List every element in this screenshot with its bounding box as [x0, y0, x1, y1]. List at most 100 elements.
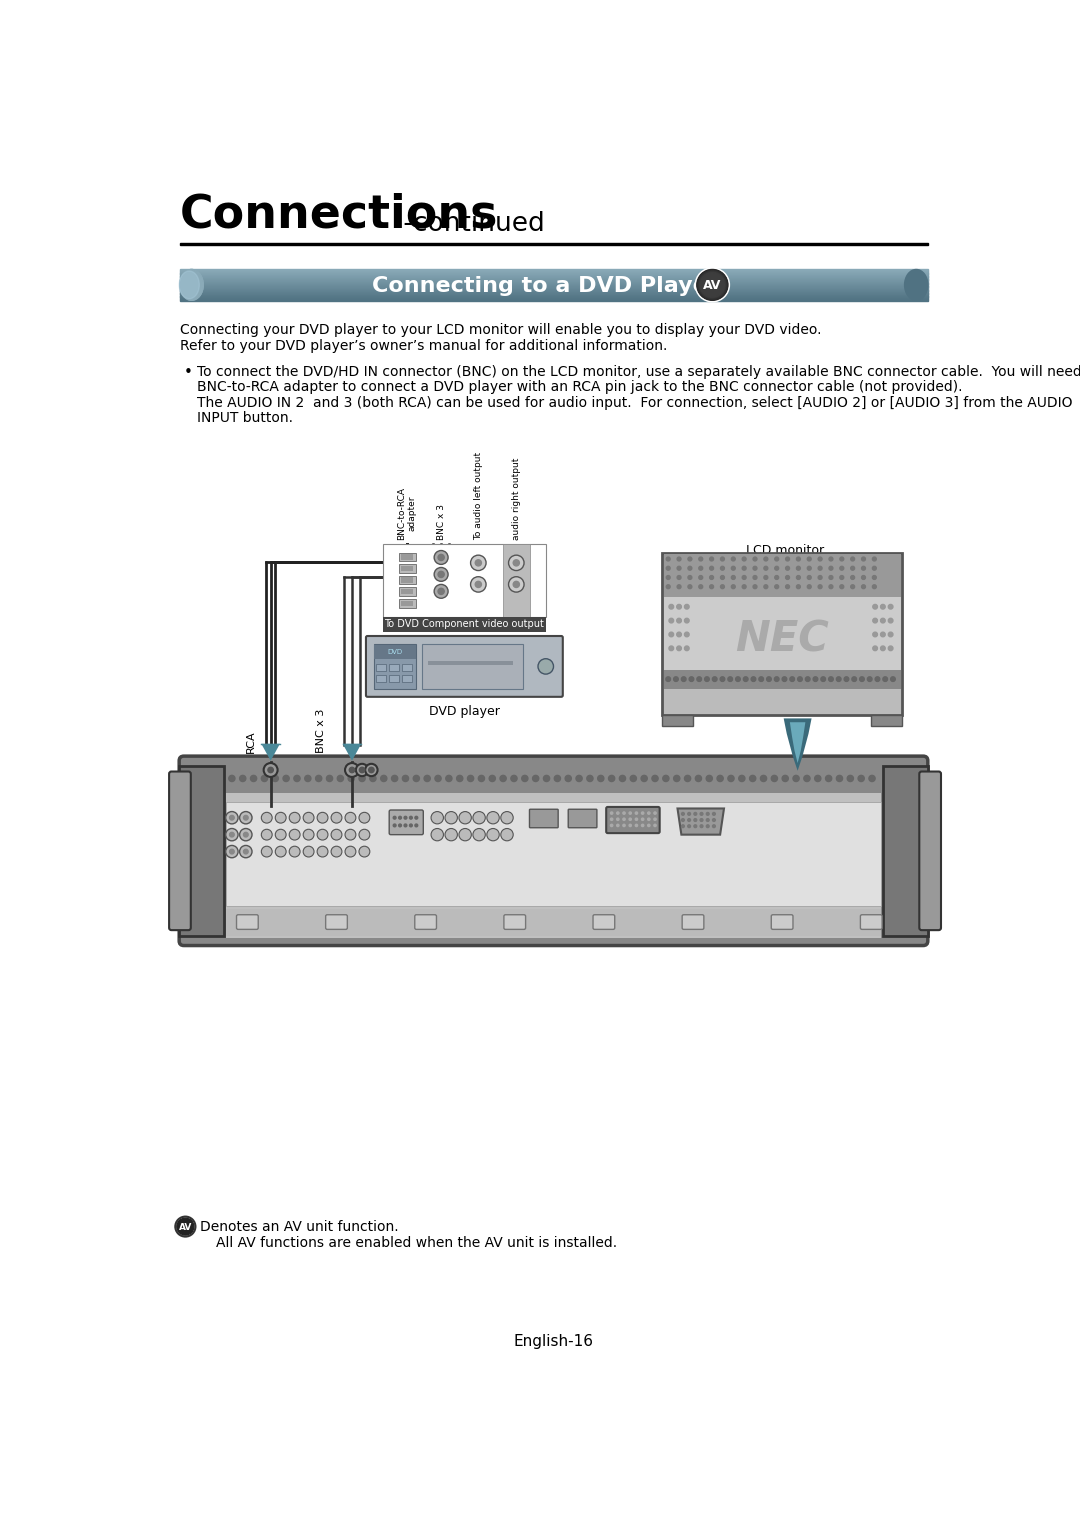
Circle shape: [431, 829, 444, 841]
Circle shape: [653, 812, 657, 814]
Polygon shape: [789, 722, 806, 764]
Circle shape: [685, 618, 689, 623]
Circle shape: [796, 576, 800, 579]
Circle shape: [415, 817, 418, 818]
Bar: [180, 243, 928, 244]
Circle shape: [445, 829, 458, 841]
Bar: [226, 764, 881, 793]
Circle shape: [424, 776, 430, 782]
Circle shape: [393, 825, 396, 826]
Circle shape: [851, 576, 854, 579]
Circle shape: [739, 776, 745, 782]
Bar: [226, 802, 881, 906]
Circle shape: [345, 846, 356, 857]
Circle shape: [459, 829, 471, 841]
Circle shape: [642, 812, 644, 814]
Text: English-16: English-16: [513, 1335, 594, 1350]
Circle shape: [240, 811, 252, 825]
Circle shape: [829, 567, 833, 570]
Circle shape: [840, 585, 843, 588]
Circle shape: [808, 585, 811, 588]
Circle shape: [360, 767, 365, 773]
Circle shape: [821, 676, 825, 681]
Circle shape: [796, 567, 800, 570]
Circle shape: [629, 812, 632, 814]
Bar: [428, 661, 513, 666]
FancyBboxPatch shape: [861, 915, 882, 930]
FancyBboxPatch shape: [606, 806, 660, 834]
Circle shape: [471, 556, 486, 571]
Circle shape: [825, 776, 832, 782]
Circle shape: [303, 846, 314, 857]
Circle shape: [674, 676, 678, 681]
Circle shape: [891, 676, 895, 681]
Circle shape: [243, 815, 248, 820]
Circle shape: [677, 585, 681, 588]
Circle shape: [699, 585, 703, 588]
Circle shape: [468, 776, 474, 782]
Circle shape: [318, 846, 328, 857]
Circle shape: [565, 776, 571, 782]
FancyBboxPatch shape: [662, 553, 902, 715]
Circle shape: [728, 776, 734, 782]
Text: BNC-to-RCA adapter to connect a DVD player with an RCA pin jack to the BNC conne: BNC-to-RCA adapter to connect a DVD play…: [197, 380, 962, 394]
Text: LCD monitor: LCD monitor: [745, 544, 824, 557]
Circle shape: [399, 817, 402, 818]
Bar: [872, 715, 902, 727]
Circle shape: [610, 825, 612, 826]
Circle shape: [774, 576, 779, 579]
Circle shape: [380, 776, 387, 782]
Circle shape: [409, 817, 413, 818]
Circle shape: [356, 764, 368, 776]
Circle shape: [836, 676, 841, 681]
Circle shape: [403, 776, 408, 782]
Circle shape: [720, 567, 725, 570]
Circle shape: [230, 815, 234, 820]
Circle shape: [720, 676, 725, 681]
Circle shape: [710, 557, 714, 560]
Circle shape: [513, 582, 519, 588]
Circle shape: [875, 676, 880, 681]
Text: INPUT button.: INPUT button.: [197, 411, 293, 425]
FancyBboxPatch shape: [683, 915, 704, 930]
Circle shape: [500, 776, 507, 782]
Circle shape: [796, 585, 800, 588]
Circle shape: [689, 676, 693, 681]
Circle shape: [873, 576, 876, 579]
Text: DVD player: DVD player: [429, 704, 500, 718]
Bar: [663, 670, 901, 689]
Circle shape: [751, 676, 756, 681]
Circle shape: [700, 272, 725, 298]
FancyBboxPatch shape: [568, 809, 597, 828]
Circle shape: [742, 557, 746, 560]
Circle shape: [828, 676, 834, 681]
Circle shape: [862, 567, 865, 570]
Circle shape: [699, 557, 703, 560]
Circle shape: [767, 676, 771, 681]
Bar: [399, 599, 416, 608]
Circle shape: [840, 567, 843, 570]
Circle shape: [804, 776, 810, 782]
Circle shape: [704, 676, 710, 681]
Circle shape: [404, 817, 407, 818]
Text: The AUDIO IN 2  and 3 (both RCA) can be used for audio input.  For connection, s: The AUDIO IN 2 and 3 (both RCA) can be u…: [197, 395, 1072, 409]
Circle shape: [677, 605, 681, 609]
Circle shape: [706, 812, 710, 815]
Bar: [399, 588, 416, 596]
Circle shape: [808, 576, 811, 579]
Circle shape: [742, 567, 746, 570]
Circle shape: [860, 676, 864, 681]
Ellipse shape: [180, 269, 203, 301]
Circle shape: [851, 567, 854, 570]
Circle shape: [819, 576, 822, 579]
Circle shape: [669, 646, 674, 651]
Circle shape: [359, 776, 365, 782]
Circle shape: [789, 676, 795, 681]
Circle shape: [409, 825, 413, 826]
Ellipse shape: [905, 269, 928, 301]
Circle shape: [880, 646, 886, 651]
Circle shape: [852, 676, 856, 681]
Circle shape: [318, 829, 328, 840]
Circle shape: [666, 567, 670, 570]
Circle shape: [859, 776, 864, 782]
